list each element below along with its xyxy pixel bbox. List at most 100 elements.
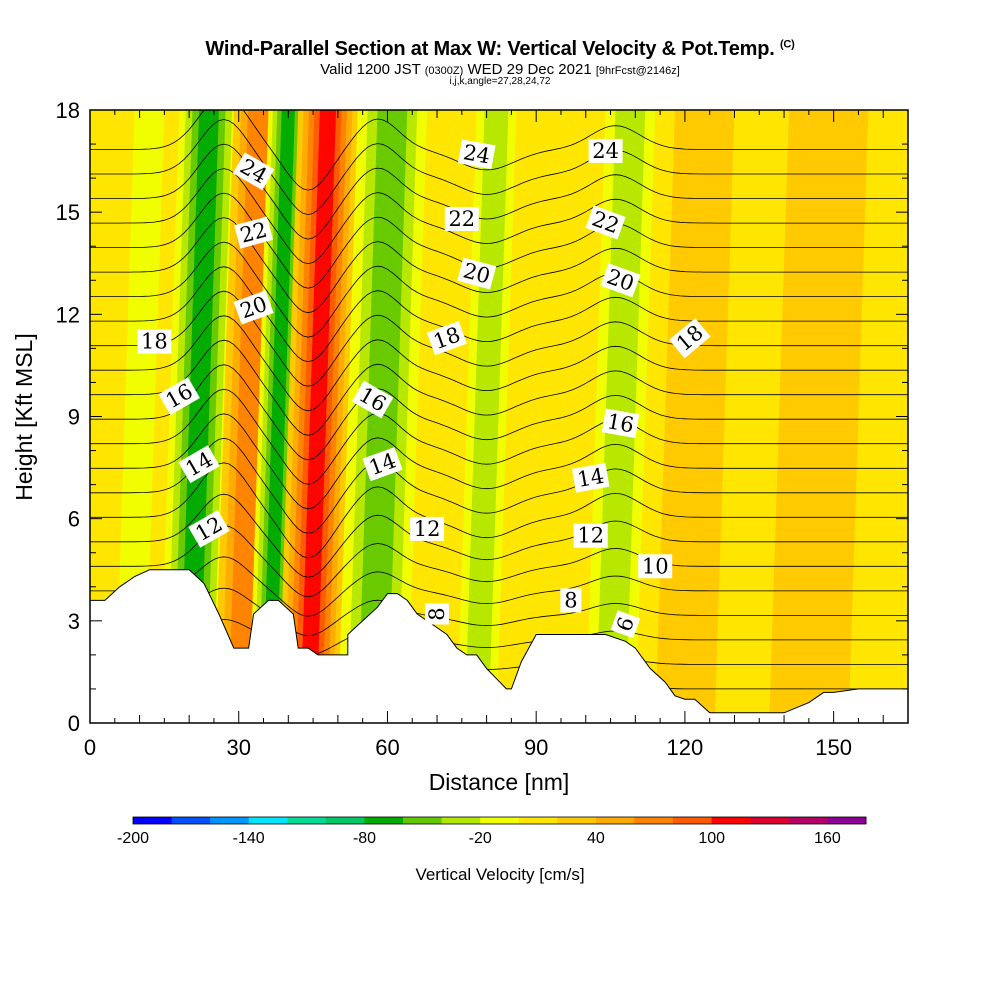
contour-label-box: [600, 263, 641, 298]
velocity-band-3: [261, 110, 295, 723]
contour-label-box: [410, 516, 445, 541]
contour-label-24: 6: [610, 610, 641, 639]
y-tick-label: 3: [68, 609, 80, 634]
chart-subtitle: Valid 1200 JST (0300Z) WED 29 Dec 2021 […: [0, 61, 1000, 78]
contour-line-20: [90, 241, 908, 338]
contour-label-box: [444, 207, 479, 231]
x-tick-label: 150: [815, 735, 852, 760]
colorbar-label: Vertical Velocity [cm/s]: [415, 865, 584, 884]
contour-label-4: 20: [233, 290, 274, 325]
y-axis-label: Height [Kft MSL]: [11, 333, 37, 500]
colorbar: -200 -140 -80 -20 40 100 160: [117, 816, 867, 847]
contour-line-18: [90, 290, 908, 387]
velocity-band-9: [769, 110, 869, 723]
forecast-info: [9hrFcst@2146z]: [595, 65, 680, 77]
colorbar-swatch: [480, 817, 520, 824]
contour-line-26: [90, 110, 908, 191]
colorbar-swatch: [441, 817, 481, 824]
contour-label-text: 12: [414, 517, 441, 541]
colorbar-swatch: [788, 817, 828, 824]
indices-text: i,j,k,angle=27,28,24,72: [449, 76, 551, 87]
contour-label-box: [610, 610, 641, 639]
contour-label-box: [669, 318, 711, 359]
contour-label-text: 18: [141, 330, 168, 354]
x-tick-label: 90: [524, 735, 548, 760]
contour-line-13: [90, 413, 908, 510]
contour-label-box: [426, 321, 467, 356]
contour-label-box: [137, 329, 172, 354]
contour-label-box: [425, 603, 449, 625]
x-axis-label: Distance [nm]: [429, 769, 570, 795]
contour-label-text: 24: [592, 139, 619, 163]
contour-line-25: [90, 119, 908, 216]
velocity-band-0: [114, 110, 165, 723]
velocity-band-6: [464, 110, 509, 723]
contour-label-box: [178, 445, 220, 484]
velocity-field: [90, 110, 908, 723]
colorbar-tick-label: -20: [469, 830, 492, 847]
contour-label-13: 22: [444, 207, 479, 231]
colorbar-tick-label: -200: [117, 830, 149, 847]
contour-label-text: 8: [425, 607, 449, 620]
colorbar-swatch: [364, 817, 404, 824]
colorbar-swatch: [210, 817, 250, 824]
contour-label-box: [362, 447, 403, 482]
y-tick-label: 9: [68, 405, 80, 430]
colorbar-swatch: [711, 817, 751, 824]
contour-line-19: [90, 266, 908, 363]
colorbar-swatch: [133, 817, 172, 824]
contour-label-20: 14: [571, 463, 610, 493]
contour-label-box: [158, 377, 200, 415]
y-tick-label: 18: [56, 98, 80, 123]
contour-line-7: [90, 587, 908, 637]
y-tick-label: 6: [68, 507, 80, 532]
contour-label-box: [638, 554, 673, 579]
contour-label-19: 16: [601, 408, 640, 439]
contour-label-text: 8: [564, 588, 577, 612]
contour-label-box: [585, 205, 626, 240]
colorbar-tick-label: 160: [814, 830, 841, 847]
chart-indices: i,j,k,angle=27,28,24,72: [0, 76, 1000, 87]
contour-label-box: [571, 463, 610, 493]
contour-label-box: [233, 290, 274, 325]
contour-line-12: [90, 437, 908, 534]
x-tick-label: 120: [667, 735, 704, 760]
contour-label-box: [232, 152, 275, 191]
x-axis: 0 30 60 90 120 150: [84, 110, 909, 760]
contour-label-box: [234, 216, 274, 249]
contour-label-14: 24: [457, 139, 496, 170]
colorbar-swatch: [595, 817, 635, 824]
colorbar-swatch: [827, 817, 867, 824]
terrain-mask: [89, 569, 909, 724]
velocity-band-4: [300, 110, 337, 723]
title-copyright: (C): [779, 38, 795, 51]
velocity-band-8: [655, 110, 735, 723]
contour-line-11: [90, 462, 908, 559]
contour-label-5: 22: [234, 216, 274, 249]
contour-line-10: [90, 493, 908, 578]
colorbar-swatch: [518, 817, 558, 824]
contour-label-21: 12: [573, 523, 608, 548]
contour-label-box: [560, 588, 582, 613]
title-main: Wind-Parallel Section at Max W: Vertical…: [205, 38, 775, 60]
contour-label-text: 22: [448, 207, 475, 231]
contour-label-22: 10: [638, 554, 673, 579]
contour-label-box: [188, 510, 230, 548]
contour-line-16: [90, 339, 908, 436]
colorbar-swatch: [557, 817, 597, 824]
velocity-band-2: [228, 110, 270, 723]
x-tick-label: 0: [84, 735, 96, 760]
contour-label-box: [351, 380, 394, 419]
contour-line-6: [90, 619, 908, 656]
contour-label-9: 12: [410, 516, 445, 541]
y-tick-label: 12: [56, 302, 80, 327]
contour-label-box: [573, 523, 608, 548]
y-tick-label: 15: [56, 200, 80, 225]
y-axis: 0 3 6 9 12 15 18: [56, 98, 908, 736]
colorbar-tick-label: 100: [698, 830, 725, 847]
contour-label-text: 24: [461, 140, 491, 168]
contour-label-15: 24: [588, 138, 623, 163]
contour-line-15: [90, 364, 908, 461]
